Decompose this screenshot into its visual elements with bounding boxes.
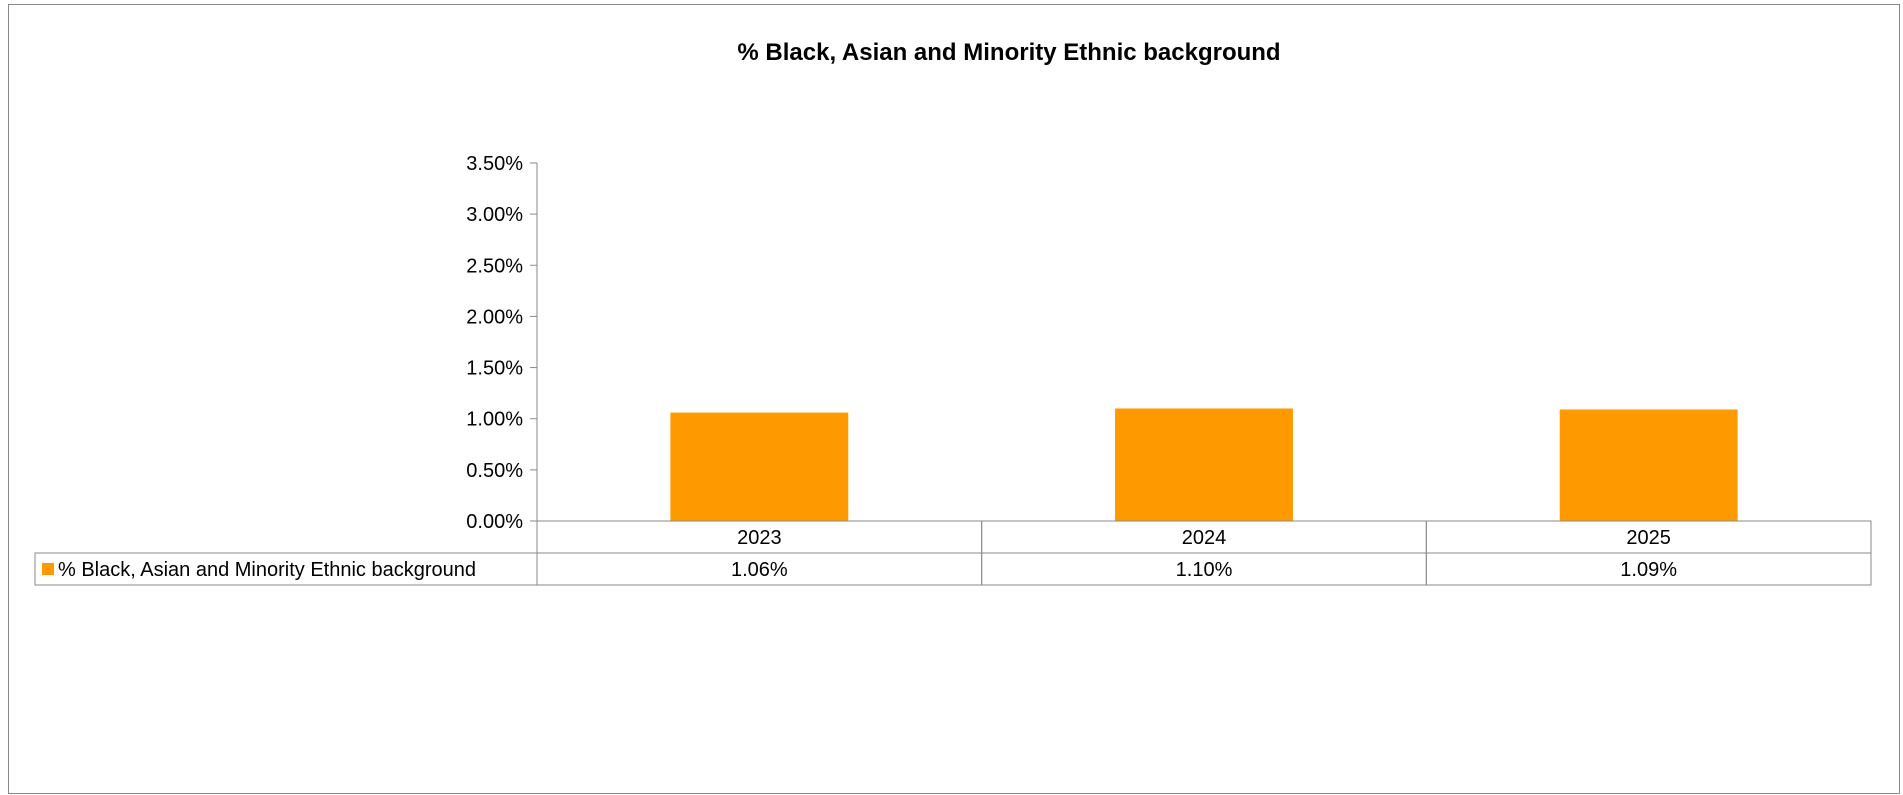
y-tick-label: 0.50%	[466, 460, 523, 482]
chart-title: % Black, Asian and Minority Ethnic backg…	[737, 39, 1280, 66]
y-tick-label: 3.50%	[466, 153, 523, 175]
legend-swatch	[42, 563, 54, 575]
category-label: 2024	[1182, 527, 1227, 549]
bar-chart: % Black, Asian and Minority Ethnic backg…	[34, 39, 1872, 586]
data-value-label: 1.10%	[1176, 559, 1233, 581]
bar-2024	[1115, 408, 1293, 521]
y-tick-label: 2.50%	[466, 255, 523, 277]
y-tick-label: 2.00%	[466, 306, 523, 328]
bars	[670, 408, 1738, 521]
data-table: 2023 2024 2025 % Black, Asian and Minority …	[34, 520, 1872, 586]
legend-label: % Black, Asian and Minority Ethnic backg…	[58, 559, 476, 581]
category-label: 2025	[1626, 527, 1671, 549]
y-tick-label: 1.50%	[466, 358, 523, 380]
y-tick-label: 0.00%	[466, 511, 523, 533]
table-value-cell	[1425, 552, 1872, 586]
y-tick-label: 3.00%	[466, 204, 523, 226]
chart-frame: % Black, Asian and Minority Ethnic backg…	[8, 4, 1900, 794]
category-label: 2023	[737, 527, 782, 549]
data-value-label: 1.06%	[731, 559, 788, 581]
bar-2025	[1559, 409, 1738, 521]
bar-2023	[670, 412, 849, 521]
y-tick-label: 1.00%	[466, 409, 523, 431]
data-value-label: 1.09%	[1620, 559, 1677, 581]
y-axis: 0.00% 0.50% 1.00% 1.50% 2.00% 2.50% 3.00% 3.50%	[466, 153, 538, 533]
